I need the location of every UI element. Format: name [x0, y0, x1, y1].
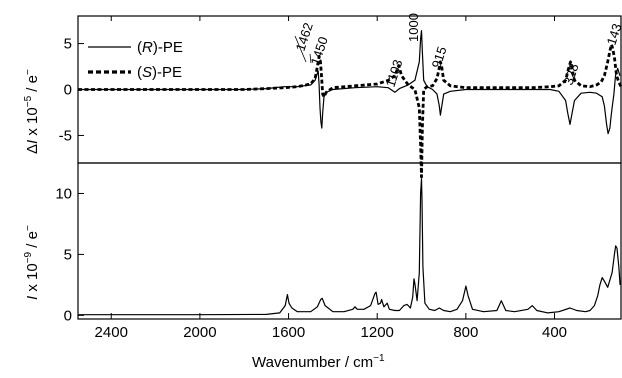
peak-label-328: 328 [561, 62, 582, 87]
bottom-panel-ticks: 0 5 10 2400 2000 1600 1200 800 400 [55, 16, 567, 341]
bottom-series-raman-line [78, 178, 621, 316]
bottom-ylabel-rest: x 10 [24, 263, 41, 296]
top-ylabel-symbol: I [24, 140, 41, 144]
bottom-ylabel-symbol: I [24, 296, 41, 300]
bottom-panel-frame [77, 162, 622, 320]
xtick-label: 400 [542, 324, 567, 341]
bottom-ytick-label: 5 [64, 246, 72, 263]
legend-label-r: (R)-PE [137, 39, 183, 56]
top-ytick-label: 0 [64, 82, 72, 99]
xtick-label: 2400 [95, 324, 128, 341]
legend-s-rest: )-PE [152, 64, 182, 81]
legend-r-letter: R [142, 39, 153, 56]
bottom-ylabel-exp: −9 [23, 251, 34, 263]
top-ylabel-prefix: Δ [24, 144, 41, 154]
top-ylabel-exp: −5 [23, 95, 34, 107]
top-ylabel-unit-exp: − [23, 69, 34, 75]
xtick-label: 1200 [361, 324, 394, 341]
bottom-y-axis-label: I x 10−9 / e− [23, 225, 41, 300]
top-panel-ticks: 5 0 -5 [59, 36, 84, 144]
top-panel-series [78, 30, 622, 179]
peak-labels: 1462 1450 1103 1000 915 328 143 [293, 13, 622, 89]
legend-r-rest: )-PE [153, 39, 183, 56]
peak-label-915: 915 [429, 45, 450, 70]
top-ytick-label: -5 [59, 127, 72, 144]
legend-r-open: ( [137, 39, 142, 56]
bottom-ylabel-unit: / e [24, 231, 41, 252]
legend: (R)-PE (S)-PE [88, 39, 183, 81]
legend-s-letter: S [142, 64, 152, 81]
peak-leader-1450 [309, 53, 312, 64]
xlabel-exp: −1 [373, 353, 385, 364]
top-ylabel-rest: x 10 [24, 107, 41, 140]
xlabel-text: Wavenumber / cm [252, 354, 373, 371]
bottom-ytick-label: 10 [55, 185, 72, 202]
xtick-label: 2000 [183, 324, 216, 341]
bottom-ylabel-unit-exp: − [23, 225, 34, 231]
top-y-axis-label: ΔI x 10−5 / e− [23, 69, 41, 154]
xtick-label: 800 [453, 324, 478, 341]
peak-leader-1462 [294, 35, 307, 63]
top-series-s-pe-line [78, 43, 622, 179]
legend-label-s: (S)-PE [137, 64, 182, 81]
top-ylabel-unit: / e [24, 75, 41, 96]
peak-label-143: 143 [604, 22, 622, 47]
bottom-panel-series [78, 178, 621, 316]
bottom-ytick-label: 0 [64, 307, 72, 324]
peak-label-1000: 1000 [406, 13, 421, 42]
x-axis-label: Wavenumber / cm−1 [252, 353, 385, 371]
top-ytick-label: 5 [64, 36, 72, 53]
legend-s-open: ( [137, 64, 142, 81]
xtick-label: 1600 [272, 324, 305, 341]
